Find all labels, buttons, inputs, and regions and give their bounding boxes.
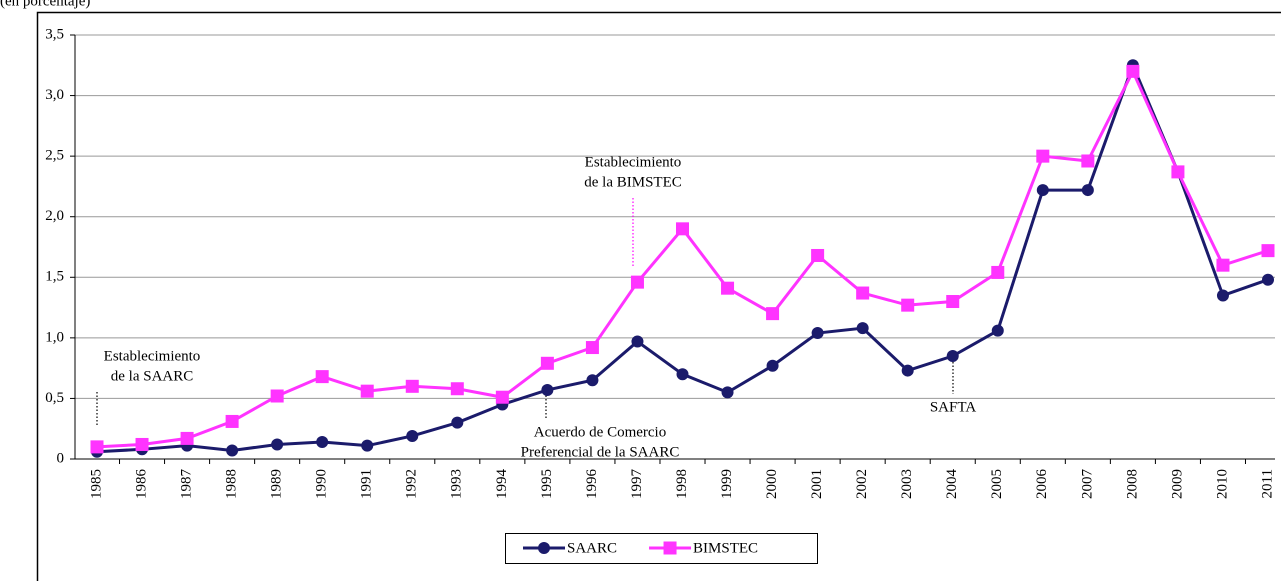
marker bbox=[631, 335, 644, 348]
marker bbox=[856, 286, 870, 300]
marker bbox=[721, 281, 735, 295]
annotation: de la SAARC bbox=[111, 368, 194, 384]
marker bbox=[1081, 184, 1094, 197]
marker bbox=[406, 429, 419, 442]
x-tick-label: 1987 bbox=[179, 469, 195, 500]
annotation: de la BIMSTEC bbox=[584, 174, 682, 190]
chart-frame bbox=[36, 11, 1281, 581]
marker bbox=[541, 383, 554, 396]
y-tick-label: 3,0 bbox=[45, 87, 64, 103]
x-tick-label: 2009 bbox=[1169, 469, 1185, 499]
annotation: Preferencial de la SAARC bbox=[521, 444, 680, 460]
x-tick-label: 2005 bbox=[989, 469, 1005, 499]
marker bbox=[721, 386, 734, 399]
marker bbox=[225, 414, 239, 428]
marker bbox=[766, 359, 779, 372]
x-tick-label: 1993 bbox=[449, 469, 465, 499]
marker bbox=[811, 327, 824, 340]
x-tick-label: 1995 bbox=[539, 469, 555, 499]
marker bbox=[766, 307, 780, 321]
marker bbox=[991, 324, 1004, 337]
marker bbox=[991, 265, 1005, 279]
annotation: Acuerdo de Comercio bbox=[534, 424, 666, 440]
x-tick-label: 1991 bbox=[359, 469, 375, 499]
marker bbox=[946, 295, 960, 309]
marker bbox=[1216, 289, 1229, 302]
x-tick-label: 2002 bbox=[854, 469, 870, 499]
marker bbox=[451, 416, 464, 429]
x-tick-label: 1989 bbox=[269, 469, 285, 499]
marker bbox=[586, 374, 599, 387]
chart-subtitle: (en porcentaje) bbox=[0, 0, 90, 9]
y-tick-label: 0 bbox=[57, 450, 65, 466]
marker bbox=[1036, 184, 1049, 197]
marker bbox=[856, 322, 869, 335]
legend-label: SAARC bbox=[567, 540, 617, 556]
marker bbox=[405, 379, 419, 393]
x-tick-label: 1988 bbox=[224, 469, 240, 499]
x-tick-label: 2011 bbox=[1259, 469, 1275, 498]
x-tick-label: 1997 bbox=[629, 469, 645, 500]
y-tick-label: 3,5 bbox=[45, 26, 64, 42]
marker bbox=[901, 364, 914, 377]
x-tick-label: 1992 bbox=[404, 469, 420, 499]
marker bbox=[1126, 64, 1140, 78]
x-tick-label: 1999 bbox=[719, 469, 735, 499]
x-tick-label: 2001 bbox=[809, 469, 825, 499]
x-tick-label: 2004 bbox=[944, 469, 960, 500]
marker bbox=[270, 389, 284, 403]
marker bbox=[450, 382, 464, 396]
marker bbox=[811, 248, 825, 262]
marker bbox=[1036, 149, 1050, 163]
x-tick-label: 1985 bbox=[88, 469, 104, 499]
annotation: Establecimiento bbox=[585, 154, 682, 170]
y-tick-label: 2,5 bbox=[45, 148, 64, 164]
x-tick-label: 2003 bbox=[899, 469, 915, 499]
annotation: Establecimiento bbox=[104, 348, 201, 364]
x-tick-label: 1998 bbox=[674, 469, 690, 499]
marker bbox=[315, 370, 329, 384]
marker bbox=[1081, 154, 1095, 168]
x-tick-label: 2000 bbox=[764, 469, 780, 499]
y-tick-label: 1,5 bbox=[45, 269, 64, 285]
x-tick-label: 2010 bbox=[1214, 469, 1230, 499]
annotation: SAFTA bbox=[930, 399, 976, 415]
y-tick-label: 0,5 bbox=[45, 390, 64, 406]
x-tick-label: 2006 bbox=[1034, 469, 1050, 500]
marker bbox=[1261, 244, 1275, 258]
marker bbox=[540, 356, 554, 370]
marker bbox=[946, 350, 959, 363]
marker bbox=[585, 341, 599, 355]
legend-marker bbox=[538, 542, 550, 554]
y-tick-label: 1,0 bbox=[45, 329, 64, 345]
marker bbox=[135, 437, 149, 451]
marker bbox=[1262, 273, 1274, 286]
y-tick-label: 2,0 bbox=[45, 208, 64, 224]
marker bbox=[630, 275, 644, 289]
x-tick-label: 1990 bbox=[314, 469, 330, 499]
x-tick-label: 1996 bbox=[584, 469, 600, 500]
x-tick-label: 1986 bbox=[133, 469, 149, 500]
marker bbox=[495, 390, 509, 404]
x-tick-label: 2008 bbox=[1124, 469, 1140, 499]
marker bbox=[226, 444, 239, 457]
marker bbox=[180, 431, 194, 445]
x-tick-label: 1994 bbox=[494, 469, 510, 500]
marker bbox=[316, 436, 329, 449]
marker bbox=[1171, 165, 1185, 179]
marker bbox=[271, 438, 284, 451]
marker bbox=[360, 384, 374, 398]
marker bbox=[90, 440, 104, 454]
legend-label: BIMSTEC bbox=[693, 540, 758, 556]
marker bbox=[676, 222, 689, 236]
marker bbox=[361, 439, 374, 452]
marker bbox=[676, 368, 689, 381]
x-tick-label: 2007 bbox=[1079, 469, 1095, 500]
legend-marker bbox=[663, 541, 677, 555]
marker bbox=[1216, 258, 1230, 272]
marker bbox=[901, 298, 915, 312]
